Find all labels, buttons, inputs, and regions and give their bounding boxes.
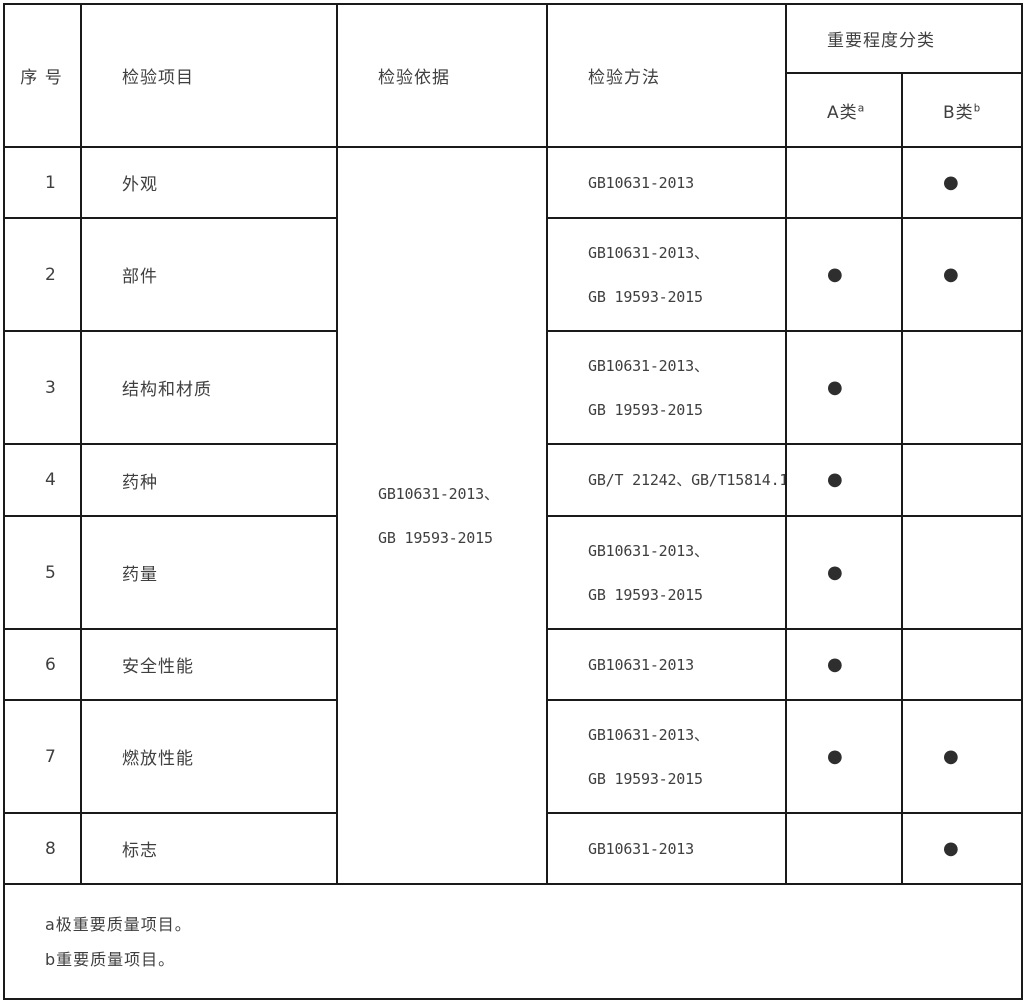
method-line-1: GB10631-2013、 — [588, 725, 709, 744]
cell-item: 结构和材质 — [80, 330, 338, 445]
method-line-1: GB/T 21242、GB/T15814.1 — [588, 471, 786, 489]
cell-method: GB10631-2013、 GB 19593-2015 — [546, 217, 787, 332]
cell-class-b-dot — [901, 330, 1023, 445]
cell-method: GB10631-2013 — [546, 812, 787, 885]
cell-item: 药种 — [80, 443, 338, 517]
cell-item: 燃放性能 — [80, 699, 338, 814]
cell-serial: 6 — [3, 628, 82, 701]
cell-class-a-dot — [785, 812, 903, 885]
table-row: 5 药量 GB10631-2013、 GB 19593-2015 ● — [3, 515, 1023, 630]
cell-method: GB10631-2013 — [546, 628, 787, 701]
cell-class-b-dot: ● — [901, 146, 1023, 219]
cell-serial: 7 — [3, 699, 82, 814]
cell-class-a-dot — [785, 146, 903, 219]
method-line-1: GB10631-2013 — [588, 173, 694, 192]
cell-method: GB/T 21242、GB/T15814.1 — [546, 443, 787, 517]
footnote-cell: a极重要质量项目。 b重要质量项目。 — [3, 883, 1023, 1000]
cell-item: 标志 — [80, 812, 338, 885]
cell-class-b-dot — [901, 515, 1023, 630]
cell-class-b-dot: ● — [901, 812, 1023, 885]
header-serial-number: 序 号 — [3, 3, 82, 148]
cell-class-a-dot: ● — [785, 330, 903, 445]
cell-item: 药量 — [80, 515, 338, 630]
footnote-a: a极重要质量项目。 — [45, 914, 192, 934]
cell-class-b-dot: ● — [901, 699, 1023, 814]
cell-serial: 4 — [3, 443, 82, 517]
method-line-2: GB 19593-2015 — [588, 769, 703, 788]
method-line-1: GB10631-2013、 — [588, 243, 709, 262]
table-row: 7 燃放性能 GB10631-2013、 GB 19593-2015 ● ● — [3, 699, 1023, 814]
cell-method: GB10631-2013 — [546, 146, 787, 219]
class-a-label: A类 — [827, 102, 858, 123]
cell-class-b-dot: ● — [901, 217, 1023, 332]
header-inspection-method: 检验方法 — [546, 3, 787, 148]
cell-class-a-dot: ● — [785, 217, 903, 332]
table-row: 6 安全性能 GB10631-2013 ● — [3, 628, 1023, 701]
footnote-b: b重要质量项目。 — [45, 949, 176, 969]
cell-serial: 1 — [3, 146, 82, 219]
basis-line-2: GB 19593-2015 — [378, 528, 493, 547]
cell-serial: 3 — [3, 330, 82, 445]
cell-class-a-dot: ● — [785, 628, 903, 701]
header-importance-classification: 重要程度分类 — [785, 3, 1023, 74]
table-body: 1 外观 GB10631-2013、 GB 19593-2015 GB10631-… — [3, 146, 1023, 885]
method-line-1: GB10631-2013 — [588, 839, 694, 858]
class-b-superscript: b — [973, 100, 982, 114]
cell-serial: 5 — [3, 515, 82, 630]
method-line-2: GB 19593-2015 — [588, 400, 703, 419]
cell-method: GB10631-2013、 GB 19593-2015 — [546, 330, 787, 445]
cell-class-a-dot: ● — [785, 515, 903, 630]
method-line-2: GB 19593-2015 — [588, 287, 703, 306]
cell-item: 部件 — [80, 217, 338, 332]
method-line-1: GB10631-2013 — [588, 655, 694, 674]
header-class-a: A类a — [785, 72, 903, 148]
table-row: 1 外观 GB10631-2013、 GB 19593-2015 GB10631-… — [3, 146, 1023, 885]
cell-method: GB10631-2013、 GB 19593-2015 — [546, 515, 787, 630]
header-inspection-basis: 检验依据 — [336, 3, 548, 148]
table-row: 4 药种 GB/T 21242、GB/T15814.1 ● — [3, 443, 1023, 517]
cell-basis-merged: GB10631-2013、 GB 19593-2015 — [336, 146, 548, 885]
cell-item: 安全性能 — [80, 628, 338, 701]
table-row: 3 结构和材质 GB10631-2013、 GB 19593-2015 ● — [3, 330, 1023, 445]
cell-class-b-dot — [901, 443, 1023, 517]
cell-serial: 2 — [3, 217, 82, 332]
cell-serial: 8 — [3, 812, 82, 885]
document-page: 序 号 检验项目 检验依据 检验方法 重要程度分类 A类a B类b 1 外观 G… — [3, 3, 1023, 1000]
table-row: 8 标志 GB10631-2013 ● — [3, 812, 1023, 885]
basis-line-1: GB10631-2013、 — [378, 484, 499, 503]
method-line-1: GB10631-2013、 — [588, 356, 709, 375]
class-a-superscript: a — [857, 100, 866, 114]
method-line-2: GB 19593-2015 — [588, 585, 703, 604]
table-row: 2 部件 GB10631-2013、 GB 19593-2015 ● ● — [3, 217, 1023, 332]
inspection-table: 序 号 检验项目 检验依据 检验方法 重要程度分类 A类a B类b 1 外观 G… — [3, 3, 1023, 1000]
method-line-1: GB10631-2013、 — [588, 541, 709, 560]
cell-class-b-dot — [901, 628, 1023, 701]
header-inspection-item: 检验项目 — [80, 3, 338, 148]
table-header: 序 号 检验项目 检验依据 检验方法 重要程度分类 A类a B类b — [3, 3, 1023, 148]
class-b-label: B类 — [943, 102, 974, 123]
cell-method: GB10631-2013、 GB 19593-2015 — [546, 699, 787, 814]
cell-class-a-dot: ● — [785, 443, 903, 517]
cell-item: 外观 — [80, 146, 338, 219]
cell-class-a-dot: ● — [785, 699, 903, 814]
header-class-b: B类b — [901, 72, 1023, 148]
table-footnotes: a极重要质量项目。 b重要质量项目。 — [3, 883, 1023, 1000]
